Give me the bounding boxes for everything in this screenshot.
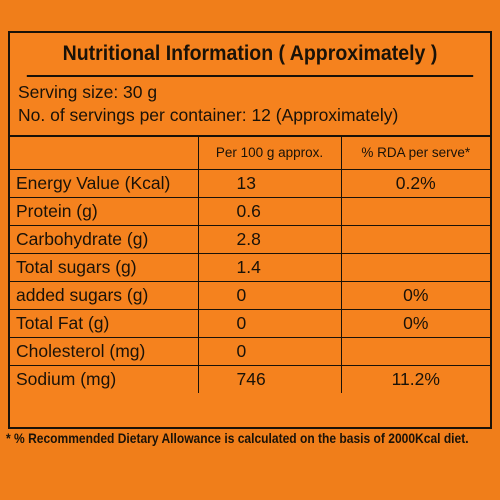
serving-info: Serving size: 30 g No. of servings per c… bbox=[10, 77, 490, 137]
serving-size: Serving size: 30 g bbox=[18, 82, 158, 102]
rda-value: 0% bbox=[340, 280, 490, 310]
table-row: Sodium (mg) 746 11.2% bbox=[10, 364, 490, 393]
table-row: Total sugars (g) 1.4 bbox=[10, 252, 490, 282]
per-100g-value: 0 bbox=[197, 280, 342, 310]
nutrient-name: Total Fat (g) bbox=[10, 308, 199, 338]
nutrient-name: Total sugars (g) bbox=[10, 252, 199, 282]
table-row: Protein (g) 0.6 bbox=[10, 196, 490, 226]
nutrient-name: Cholesterol (mg) bbox=[10, 336, 199, 366]
rda-value: 0.2% bbox=[340, 168, 490, 198]
table-row: added sugars (g) 0 0% bbox=[10, 280, 490, 310]
table-header-row: Per 100 g approx. % RDA per serve* bbox=[10, 137, 490, 170]
nutrient-name: Carbohydrate (g) bbox=[10, 224, 199, 254]
per-100g-value: 0.6 bbox=[197, 196, 342, 226]
column-header-rda: % RDA per serve* bbox=[340, 137, 490, 170]
per-100g-value: 0 bbox=[197, 336, 342, 366]
rda-value bbox=[340, 336, 490, 366]
nutrient-name: Protein (g) bbox=[10, 196, 199, 226]
table-title: Nutritional Information ( Approximately … bbox=[26, 33, 474, 77]
servings-per-container: No. of servings per container: 12 (Appro… bbox=[18, 105, 399, 125]
per-100g-value: 746 bbox=[197, 364, 342, 393]
column-header-nutrient bbox=[10, 137, 199, 170]
rda-value: 11.2% bbox=[340, 364, 490, 393]
per-100g-value: 0 bbox=[197, 308, 342, 338]
per-100g-value: 13 bbox=[197, 168, 342, 198]
rda-value bbox=[340, 224, 490, 254]
rda-value: 0% bbox=[340, 308, 490, 338]
per-100g-value: 2.8 bbox=[197, 224, 342, 254]
table-row: Energy Value (Kcal) 13 0.2% bbox=[10, 168, 490, 198]
nutrient-name: Sodium (mg) bbox=[10, 364, 199, 393]
nutrient-name: Energy Value (Kcal) bbox=[10, 168, 199, 198]
rda-footnote: * % Recommended Dietary Allowance is cal… bbox=[6, 430, 469, 446]
nutrition-table-panel: Nutritional Information ( Approximately … bbox=[8, 31, 492, 429]
nutrient-name: added sugars (g) bbox=[10, 280, 199, 310]
rda-value bbox=[340, 252, 490, 282]
column-header-per-100g: Per 100 g approx. bbox=[197, 137, 342, 170]
per-100g-value: 1.4 bbox=[197, 252, 342, 282]
table-row: Carbohydrate (g) 2.8 bbox=[10, 224, 490, 254]
nutrition-table: Per 100 g approx. % RDA per serve* Energ… bbox=[10, 137, 490, 393]
rda-value bbox=[340, 196, 490, 226]
table-row: Total Fat (g) 0 0% bbox=[10, 308, 490, 338]
table-row: Cholesterol (mg) 0 bbox=[10, 336, 490, 366]
